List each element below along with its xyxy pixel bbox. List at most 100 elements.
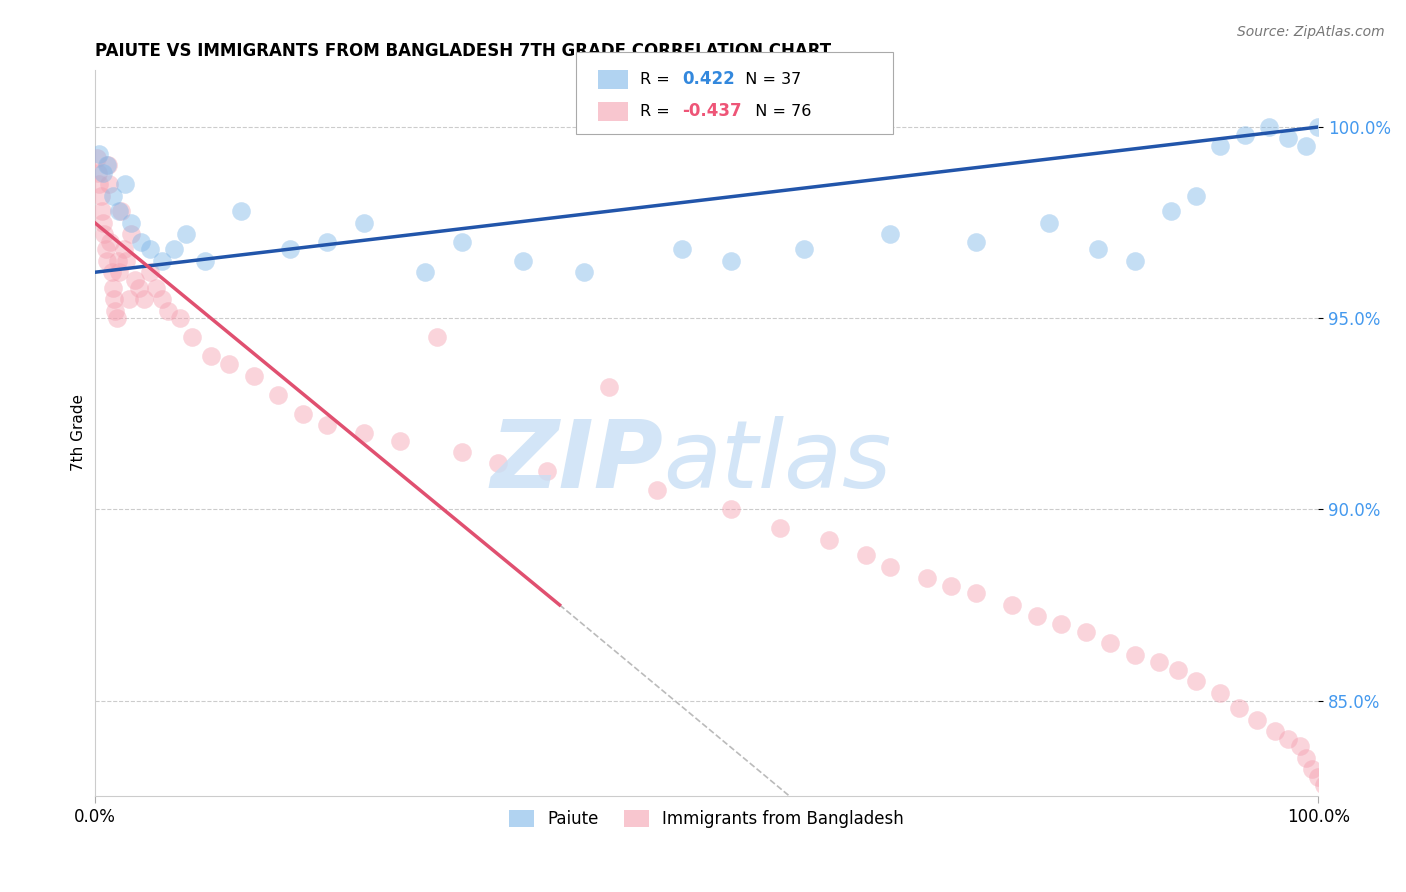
Point [389,434,412,448]
Point [316,235,339,249]
Point [353,216,375,230]
Point [145,280,167,294]
Point [1123,253,1146,268]
Text: atlas: atlas [664,417,891,508]
Point [101,189,124,203]
Point [1099,636,1122,650]
Point [769,521,792,535]
Point [1277,131,1299,145]
Point [1289,739,1312,754]
Point [89,178,111,192]
Point [1313,778,1336,792]
Point [181,330,204,344]
Point [100,265,122,279]
Point [87,166,110,180]
Point [105,311,128,326]
Point [413,265,436,279]
Point [93,227,115,241]
Point [115,253,138,268]
Text: -0.437: -0.437 [682,103,741,120]
Point [1227,701,1250,715]
Point [1209,139,1232,153]
Point [90,189,112,203]
Point [647,483,669,498]
Point [89,146,111,161]
Point [150,292,173,306]
Point [94,243,117,257]
Point [1038,216,1060,230]
Point [176,227,198,241]
Point [1167,663,1189,677]
Point [316,418,339,433]
Point [572,265,595,279]
Point [156,303,179,318]
Point [915,571,938,585]
Point [96,253,118,268]
Text: PAIUTE VS IMMIGRANTS FROM BANGLADESH 7TH GRADE CORRELATION CHART: PAIUTE VS IMMIGRANTS FROM BANGLADESH 7TH… [94,42,831,60]
Point [90,204,112,219]
Point [720,502,742,516]
Point [138,265,160,279]
Point [169,311,191,326]
Point [104,303,127,318]
Text: N = 37: N = 37 [735,72,801,87]
Point [91,216,114,230]
Point [1209,686,1232,700]
Point [1050,617,1073,632]
Point [108,204,131,219]
Point [1295,139,1317,153]
Point [941,579,963,593]
Point [120,227,142,241]
Point [110,204,132,219]
Point [163,243,186,257]
Point [200,350,222,364]
Point [128,280,150,294]
Point [1074,624,1097,639]
Point [1246,713,1268,727]
Point [280,243,302,257]
Point [450,235,472,249]
Point [107,253,129,268]
Point [1295,751,1317,765]
Point [426,330,449,344]
Point [112,243,135,257]
Point [965,586,987,600]
Point [138,243,160,257]
Text: Source: ZipAtlas.com: Source: ZipAtlas.com [1237,25,1385,39]
Point [103,292,125,306]
Point [96,158,118,172]
Point [267,387,290,401]
Point [97,158,120,172]
Point [91,166,114,180]
Point [1258,120,1281,134]
Text: ZIP: ZIP [491,416,664,508]
Legend: Paiute, Immigrants from Bangladesh: Paiute, Immigrants from Bangladesh [502,804,911,835]
Point [598,380,620,394]
Point [291,407,314,421]
Point [1301,762,1323,776]
Point [536,464,558,478]
Point [1160,204,1182,219]
Point [1025,609,1047,624]
Point [194,253,217,268]
Y-axis label: 7th Grade: 7th Grade [72,394,86,471]
Point [671,243,693,257]
Point [120,216,142,230]
Point [129,235,152,249]
Text: R =: R = [640,72,675,87]
Point [124,273,146,287]
Point [720,253,742,268]
Point [218,357,240,371]
Point [1185,189,1208,203]
Point [1277,731,1299,746]
Text: N = 76: N = 76 [745,104,811,119]
Point [450,445,472,459]
Point [512,253,534,268]
Point [86,151,108,165]
Point [817,533,839,547]
Point [793,243,815,257]
Point [1087,243,1109,257]
Point [150,253,173,268]
Point [1147,655,1170,669]
Point [98,178,121,192]
